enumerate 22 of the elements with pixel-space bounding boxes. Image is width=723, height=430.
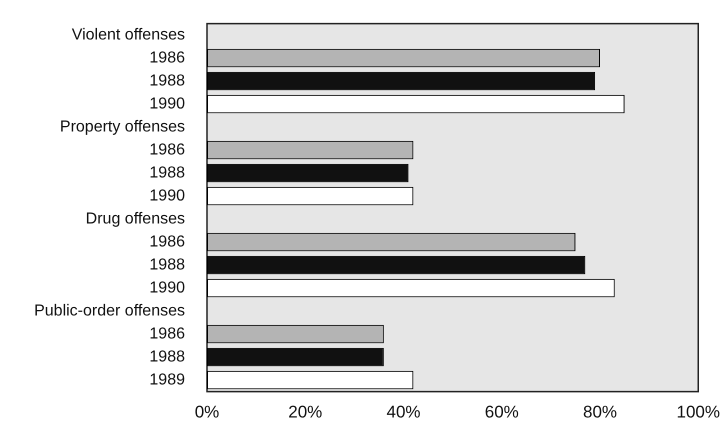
y-tick-label: 1988 [149,72,186,90]
x-tick-label: 100% [676,402,720,422]
y-tick-label: 1986 [149,234,186,251]
x-tick-label: 80% [582,402,618,422]
x-tick-label: 20% [288,402,322,422]
y-tick-label: 1990 [149,96,186,113]
y-tick-label: Public-order offenses [34,302,185,320]
y-tick-label: Drug offenses [86,210,185,228]
y-tick-label: 1986 [149,326,186,343]
y-tick-label: 1988 [149,348,186,366]
y-tick-label: 1990 [149,280,186,297]
y-tick-label: 1988 [149,164,186,182]
y-tick-label: 1988 [149,256,186,274]
y-tick-label: Violent offenses [72,26,185,44]
y-tick-label: 1990 [149,188,186,205]
x-tick-label: 40% [386,402,421,422]
x-tick-label: 60% [484,402,519,422]
y-tick-label: 1989 [149,372,186,389]
y-tick-label: 1986 [149,142,186,159]
x-tick-label: 0% [194,402,220,422]
y-tick-label: 1986 [149,50,186,67]
y-tick-label: Property offenses [60,118,185,136]
